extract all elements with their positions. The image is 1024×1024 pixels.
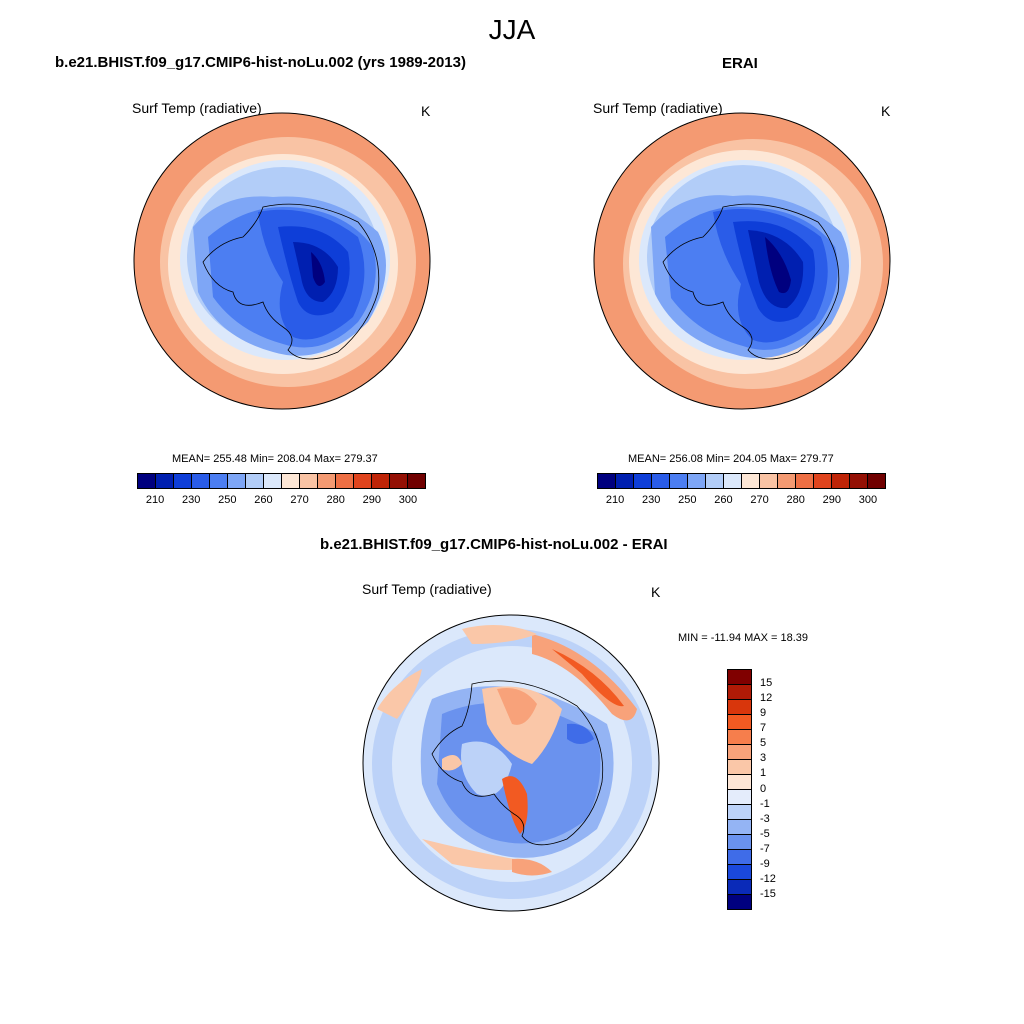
colorbar-tick-label: 250 [218, 494, 237, 506]
colorbar-tick-label: 260 [254, 494, 273, 506]
colorbar-tick-label: 260 [714, 494, 733, 506]
colorbar-swatch [832, 474, 850, 488]
left-panel-title: b.e21.BHIST.f09_g17.CMIP6-hist-noLu.002 … [55, 54, 466, 71]
colorbar-tick-label: -1 [760, 797, 770, 810]
colorbar-swatch [850, 474, 868, 488]
colorbar-swatch [728, 700, 751, 715]
left-stats-label: MEAN= 255.48 Min= 208.04 Max= 279.37 [172, 453, 378, 465]
diff-colorbar [727, 669, 752, 910]
right-panel-title: ERAI [722, 55, 758, 72]
left-colorbar [137, 473, 426, 489]
colorbar-swatch [670, 474, 688, 488]
colorbar-swatch [728, 730, 751, 745]
colorbar-tick-label: 300 [858, 494, 878, 506]
diff-panel-title: b.e21.BHIST.f09_g17.CMIP6-hist-noLu.002 … [320, 536, 668, 553]
colorbar-swatch [336, 474, 354, 488]
colorbar-tick-label: 230 [182, 494, 201, 506]
colorbar-swatch [282, 474, 300, 488]
right-polar-map [593, 112, 891, 410]
colorbar-swatch [728, 775, 751, 790]
colorbar-swatch [728, 865, 751, 880]
colorbar-swatch [408, 474, 425, 488]
colorbar-swatch [728, 850, 751, 865]
diff-polar-map [362, 614, 660, 912]
colorbar-swatch [728, 685, 751, 700]
colorbar-swatch [796, 474, 814, 488]
diff-units-label: K [651, 584, 661, 600]
colorbar-swatch [728, 790, 751, 805]
right-stats-label: MEAN= 256.08 Min= 204.05 Max= 279.77 [628, 453, 834, 465]
season-title: JJA [488, 14, 536, 45]
colorbar-swatch [264, 474, 282, 488]
left-units-label: K [421, 103, 431, 119]
right-units-label: K [881, 103, 891, 119]
colorbar-swatch [138, 474, 156, 488]
colorbar-tick-label: -15 [760, 887, 776, 900]
colorbar-swatch [634, 474, 652, 488]
colorbar-swatch [192, 474, 210, 488]
colorbar-swatch [210, 474, 228, 488]
right-variable-label: Surf Temp (radiative) [593, 100, 723, 116]
colorbar-swatch [724, 474, 742, 488]
colorbar-swatch [156, 474, 174, 488]
colorbar-tick-label: 210 [605, 494, 625, 506]
colorbar-swatch [246, 474, 264, 488]
colorbar-swatch [616, 474, 634, 488]
colorbar-tick-label: -5 [760, 827, 770, 840]
colorbar-swatch [390, 474, 408, 488]
colorbar-swatch [174, 474, 192, 488]
right-colorbar [597, 473, 886, 489]
colorbar-tick-label: 290 [362, 494, 381, 506]
colorbar-tick-label: 280 [786, 494, 805, 506]
colorbar-swatch [728, 670, 751, 685]
colorbar-tick-label: 280 [326, 494, 345, 506]
colorbar-swatch [372, 474, 390, 488]
colorbar-tick-label: -3 [760, 812, 770, 825]
colorbar-tick-label: 270 [750, 494, 769, 506]
colorbar-swatch [778, 474, 796, 488]
colorbar-swatch [354, 474, 372, 488]
colorbar-tick-label: 3 [760, 752, 767, 765]
left-polar-map [133, 112, 431, 410]
colorbar-tick-label: -9 [760, 857, 770, 870]
colorbar-swatch [728, 760, 751, 775]
colorbar-swatch [228, 474, 246, 488]
colorbar-swatch [728, 820, 751, 835]
colorbar-tick-label: 1 [760, 767, 767, 780]
colorbar-swatch [652, 474, 670, 488]
colorbar-swatch [728, 880, 751, 895]
colorbar-tick-label: 210 [145, 494, 165, 506]
colorbar-swatch [868, 474, 885, 488]
colorbar-tick-label: 15 [760, 677, 773, 690]
diff-stats-label: MIN = -11.94 MAX = 18.39 [678, 632, 809, 644]
colorbar-swatch [728, 805, 751, 820]
diff-variable-label: Surf Temp (radiative) [362, 581, 492, 597]
colorbar-swatch [728, 895, 751, 909]
colorbar-tick-label: -12 [760, 872, 776, 885]
colorbar-tick-label: 7 [760, 722, 767, 735]
colorbar-tick-label: 230 [642, 494, 661, 506]
colorbar-tick-label: 250 [678, 494, 697, 506]
left-variable-label: Surf Temp (radiative) [132, 100, 262, 116]
colorbar-swatch [688, 474, 706, 488]
colorbar-tick-label: 300 [398, 494, 418, 506]
colorbar-swatch [760, 474, 778, 488]
colorbar-swatch [742, 474, 760, 488]
colorbar-tick-label: 270 [290, 494, 309, 506]
colorbar-swatch [728, 715, 751, 730]
colorbar-swatch [318, 474, 336, 488]
colorbar-tick-label: 9 [760, 707, 767, 720]
colorbar-tick-label: 290 [822, 494, 841, 506]
colorbar-swatch [598, 474, 616, 488]
colorbar-tick-label: 0 [760, 782, 767, 795]
colorbar-swatch [814, 474, 832, 488]
colorbar-tick-label: 12 [760, 692, 773, 705]
colorbar-tick-label: 5 [760, 737, 767, 750]
colorbar-swatch [728, 745, 751, 760]
colorbar-swatch [706, 474, 724, 488]
colorbar-swatch [728, 835, 751, 850]
colorbar-tick-label: -7 [760, 842, 770, 855]
colorbar-swatch [300, 474, 318, 488]
